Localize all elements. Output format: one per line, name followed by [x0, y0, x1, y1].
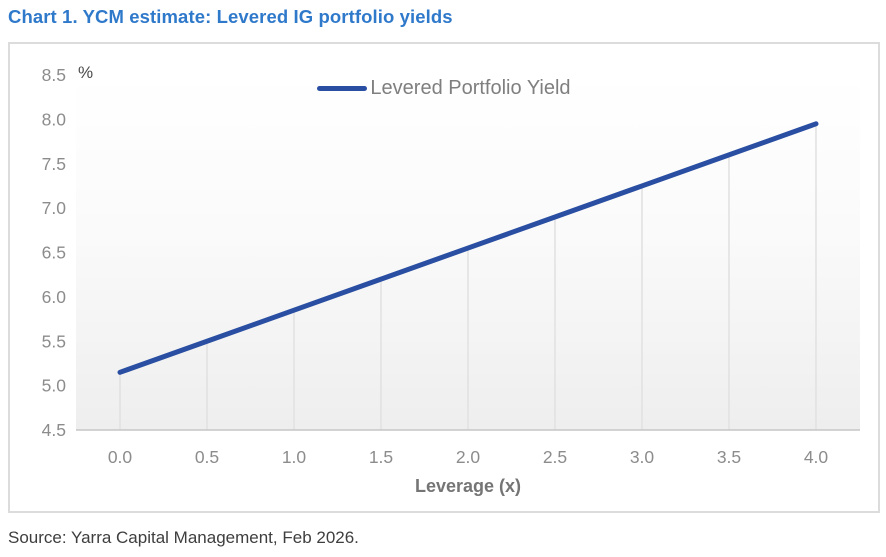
- y-tick-label: 5.0: [42, 376, 67, 396]
- x-tick-label: 2.0: [456, 447, 481, 467]
- x-tick-label: 3.5: [717, 447, 741, 467]
- y-tick-label: 5.5: [42, 331, 66, 351]
- chart-canvas: 4.5 5.0 5.5 6.0 6.5 7.0 7.5 8.0 8.5 0.0 0.5 1.0 1.5 2…: [42, 65, 860, 467]
- x-tick-label: 4.0: [804, 447, 829, 467]
- y-tick-label: 6.0: [42, 287, 67, 307]
- x-tick-label: 1.0: [282, 447, 307, 467]
- x-tick-label: 2.5: [543, 447, 567, 467]
- x-tick-label: 0.0: [108, 447, 133, 467]
- source-note: Source: Yarra Capital Management, Feb 20…: [8, 528, 359, 547]
- series-line-levered-portfolio-yield: [117, 121, 819, 375]
- y-tick-label: 7.0: [42, 198, 67, 218]
- y-axis-unit-label: %: [78, 63, 94, 82]
- y-tick-label: 7.5: [42, 154, 66, 174]
- x-axis-title: Leverage (x): [414, 476, 522, 496]
- y-tick-label: 8.0: [42, 109, 67, 129]
- x-tick-label: 0.5: [195, 447, 219, 467]
- x-tick-label: 3.0: [630, 447, 655, 467]
- chart-frame: 4.5 5.0 5.5 6.0 6.5 7.0 7.5 8.0 8.5 0.0 0.5 1.0 1.5 2…: [8, 42, 880, 513]
- x-tick-label: 1.5: [369, 447, 393, 467]
- y-tick-label: 8.5: [42, 65, 66, 85]
- y-tick-label: 4.5: [42, 420, 66, 440]
- y-tick-label: 6.5: [42, 243, 66, 263]
- chart-title: Chart 1. YCM estimate: Levered IG portfo…: [8, 6, 453, 27]
